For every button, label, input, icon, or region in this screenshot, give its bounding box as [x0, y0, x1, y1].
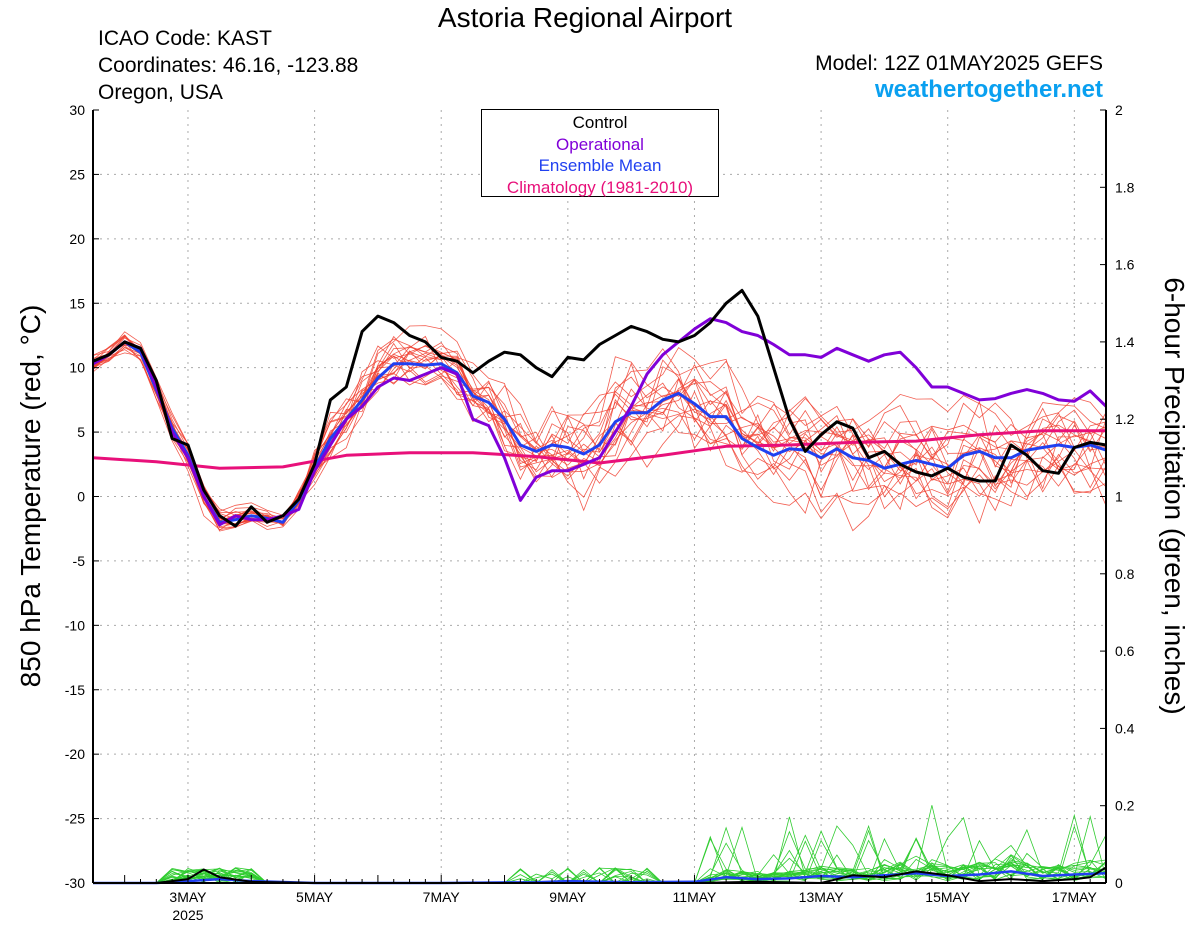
y-tick-label-right: 0.8 — [1115, 566, 1135, 582]
y-tick-label-left: 25 — [69, 166, 85, 182]
x-tick-label: 13MAY — [799, 889, 845, 905]
x-tick-label: 3MAY — [169, 889, 207, 905]
ensemble-member-line — [92, 334, 1107, 519]
ensemble-member-line — [92, 349, 1107, 532]
y-tick-label-left: 30 — [69, 102, 85, 118]
y-tick-label-right: 0.4 — [1115, 720, 1135, 736]
y-axis-label-right: 6-hour Precipitation (green, inches) — [1159, 277, 1190, 715]
y-tick-label-left: 15 — [69, 295, 85, 311]
y-tick-label-left: 0 — [77, 489, 85, 505]
coordinates: Coordinates: 46.16, -123.88 — [98, 54, 359, 77]
x-tick-label: 17MAY — [1052, 889, 1098, 905]
y-tick-label-right: 1.4 — [1115, 334, 1135, 350]
y-tick-label-right: 1.6 — [1115, 257, 1135, 273]
y-tick-label-right: 1.2 — [1115, 411, 1135, 427]
y-tick-label-right: 1.8 — [1115, 179, 1135, 195]
y-tick-label-right: 0.2 — [1115, 798, 1135, 814]
x-tick-sublabel: 2025 — [172, 907, 203, 923]
ensemble-member-line — [92, 335, 1107, 523]
chart-title: Astoria Regional Airport — [437, 2, 733, 33]
legend-ensemble-mean: Ensemble Mean — [538, 156, 662, 175]
ensemble-member-line — [92, 336, 1107, 526]
y-tick-label-left: -25 — [65, 811, 85, 827]
ensemble-member-line — [92, 335, 1107, 527]
website-link[interactable]: weathertogether.net — [874, 76, 1103, 103]
y-tick-label-right: 0.6 — [1115, 643, 1135, 659]
y-tick-label-right: 1 — [1115, 489, 1123, 505]
series-climatology — [92, 429, 1106, 470]
y-tick-label-left: -10 — [65, 617, 85, 633]
legend-control: Control — [572, 113, 628, 132]
legend: Control Operational Ensemble Mean Climat… — [481, 109, 719, 197]
x-tick-label: 5MAY — [296, 889, 334, 905]
y-tick-label-left: -30 — [65, 875, 85, 891]
ensemble-member-line — [92, 331, 1107, 525]
x-tick-label: 15MAY — [925, 889, 971, 905]
y-tick-label-left: -20 — [65, 746, 85, 762]
x-tick-label: 11MAY — [673, 889, 717, 905]
y-tick-label-left: -15 — [65, 682, 85, 698]
model-run: Model: 12Z 01MAY2025 GEFS — [815, 52, 1103, 75]
y-tick-label-left: -5 — [73, 553, 86, 569]
x-tick-label: 9MAY — [549, 889, 587, 905]
legend-climatology: Climatology (1981-2010) — [506, 177, 694, 197]
ensemble-member-line — [92, 340, 1107, 531]
x-tick-label: 7MAY — [423, 889, 461, 905]
legend-operational: Operational — [556, 134, 644, 154]
icao-code: ICAO Code: KAST — [98, 27, 272, 50]
y-tick-label-right: 0 — [1115, 875, 1123, 891]
series-operational — [92, 317, 1108, 527]
y-axis-label-left: 850 hPa Temperature (red, °C) — [15, 304, 46, 688]
y-tick-label-left: 5 — [77, 424, 85, 440]
y-tick-label-right: 2 — [1115, 102, 1123, 118]
ensemble-member-line — [92, 341, 1107, 528]
ensemble-member-line — [92, 342, 1107, 524]
y-tick-label-left: 10 — [69, 360, 85, 376]
series-control — [92, 288, 1107, 528]
region: Oregon, USA — [98, 81, 223, 104]
y-tick-label-left: 20 — [69, 231, 85, 247]
